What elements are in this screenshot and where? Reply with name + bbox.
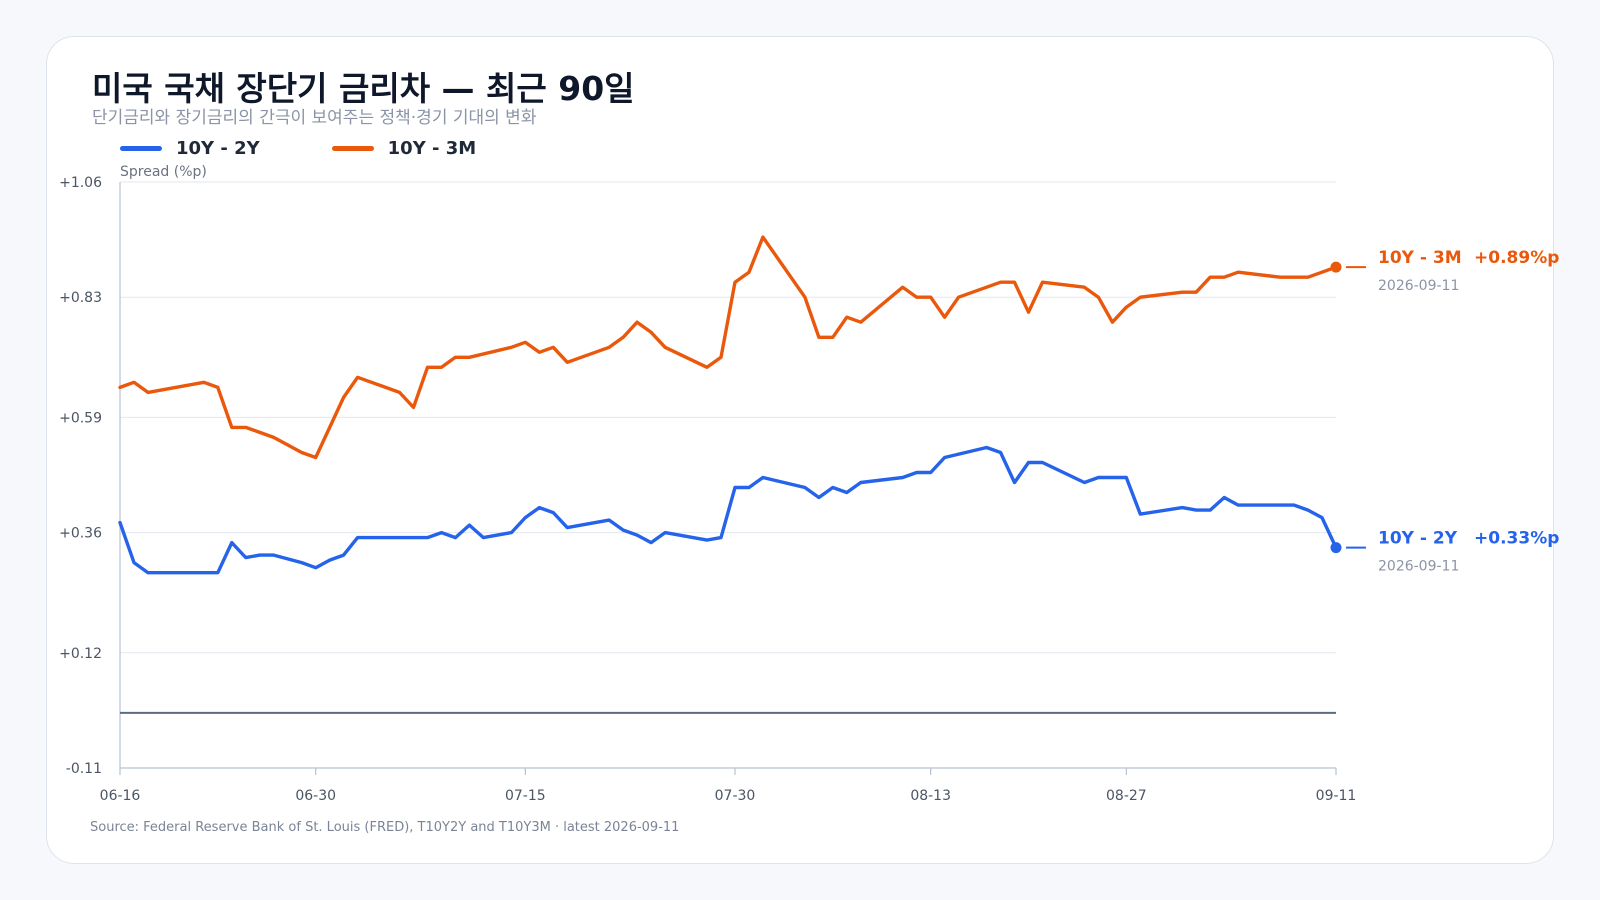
legend-item-10y-3m[interactable]: 10Y - 3M	[331, 138, 477, 159]
series-end-date-10y-3m: 2026-09-11	[1378, 278, 1459, 294]
y-tick-label: +0.12	[59, 646, 102, 662]
y-tick-label: +1.06	[59, 175, 102, 191]
y-tick-label: +0.83	[59, 290, 102, 306]
chart-title: 미국 국채 장단기 금리차 — 최근 90일	[92, 69, 635, 108]
y-tick-label: +0.59	[59, 410, 102, 426]
x-tick-label: 07-15	[505, 788, 546, 804]
series-end-name-10y-3m: 10Y - 3M	[1378, 248, 1462, 268]
chart-subtitle: 단기금리와 장기금리의 간극이 보여주는 정책·경기 기대의 변화	[92, 108, 537, 128]
series-end-point-10y-2y	[1330, 542, 1342, 554]
series-end-value-10y-3m: +0.89%p	[1474, 248, 1559, 268]
x-tick-label: 06-16	[100, 788, 141, 804]
legend-swatch-10y-3m	[331, 146, 374, 151]
series-end-name-10y-2y: 10Y - 2Y	[1378, 529, 1458, 549]
legend-swatch-10y-2y	[120, 146, 162, 151]
series-line-10y-3m	[118, 235, 1338, 460]
legend: 10Y - 2Y 10Y - 3M	[120, 138, 476, 159]
y-axis-label: Spread (%p)	[120, 164, 207, 180]
x-tick-label: 09-11	[1316, 788, 1357, 804]
y-tick-label: -0.11	[66, 761, 102, 777]
x-tick-label: 07-30	[715, 788, 756, 804]
x-tick-label: 08-13	[910, 788, 951, 804]
legend-label-10y-3m: 10Y - 3M	[387, 138, 477, 159]
series-end-value-10y-2y: +0.33%p	[1474, 529, 1559, 549]
legend-label-10y-2y: 10Y - 2Y	[176, 138, 260, 159]
series-line-10y-2y	[118, 445, 1338, 575]
y-tick-label: +0.36	[59, 526, 102, 542]
series-end-point-10y-3m	[1330, 261, 1342, 273]
source-note: Source: Federal Reserve Bank of St. Loui…	[90, 820, 680, 835]
legend-item-10y-2y[interactable]: 10Y - 2Y	[120, 138, 260, 159]
series-end-date-10y-2y: 2026-09-11	[1378, 559, 1459, 575]
x-tick-label: 06-30	[295, 788, 336, 804]
x-tick-label: 08-27	[1106, 788, 1147, 804]
